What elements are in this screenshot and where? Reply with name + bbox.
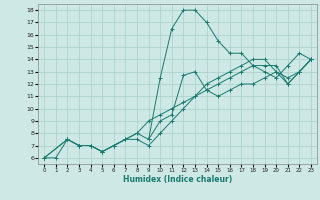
X-axis label: Humidex (Indice chaleur): Humidex (Indice chaleur) xyxy=(123,175,232,184)
